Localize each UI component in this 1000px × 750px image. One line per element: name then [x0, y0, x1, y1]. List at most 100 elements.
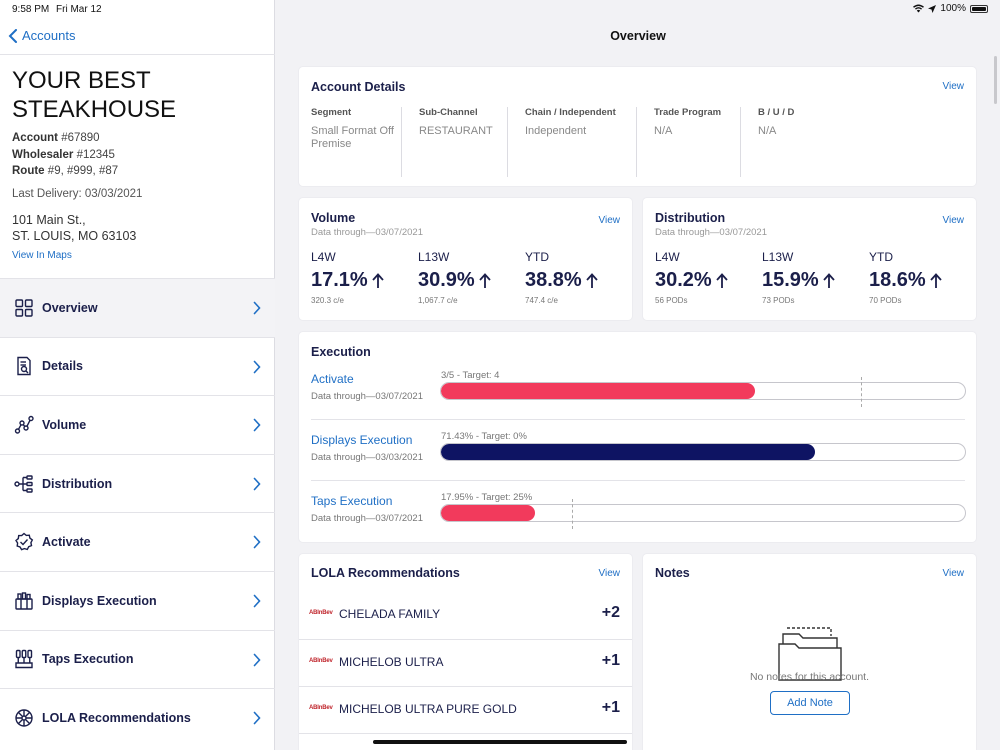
execution-sub: Data through—03/03/2021	[311, 452, 423, 463]
account-label: Account	[12, 132, 58, 144]
card-title: Distribution	[655, 211, 726, 225]
metric-sub: 747.4 c/e	[525, 296, 558, 305]
execution-row-activate: Activate Data through—03/07/2021 3/5 - T…	[311, 370, 966, 433]
sidebar-item-label: Taps Execution	[42, 652, 134, 667]
metric-value: 38.8%	[525, 269, 598, 292]
target-marker	[860, 377, 862, 407]
home-indicator[interactable]	[373, 740, 627, 744]
back-button[interactable]: Accounts	[8, 28, 75, 43]
hierarchy-icon	[14, 474, 34, 494]
sidebar-item-label: Distribution	[42, 476, 113, 491]
progress-track	[440, 443, 966, 461]
progress-fill	[441, 444, 816, 460]
metric-l4w: L4W 30.2% 56 PODs	[655, 250, 728, 305]
back-label: Accounts	[22, 28, 76, 43]
chevron-right-icon	[253, 418, 261, 432]
abinbev-logo: ABInBev	[309, 705, 333, 711]
sidebar-item-distribution[interactable]: Distribution	[0, 453, 275, 513]
chevron-right-icon	[253, 477, 261, 491]
field-value: N/A	[654, 125, 673, 137]
sidebar-item-lola-recommendations[interactable]: LOLA Recommendations	[0, 688, 275, 747]
metric-ytd: YTD 38.8% 747.4 c/e	[525, 250, 598, 305]
route-numbers: #9, #999, #87	[47, 165, 119, 177]
metric-value: 18.6%	[869, 269, 942, 292]
progress-fill	[441, 505, 536, 521]
sidebar-nav: Overview Details Volume Distribution	[0, 278, 275, 747]
account-number: #67890	[61, 132, 100, 144]
wholesaler-label: Wholesaler	[12, 148, 74, 161]
status-time: 9:58 PM	[12, 4, 50, 15]
abinbev-logo: ABInBev	[309, 610, 333, 616]
chevron-right-icon	[253, 653, 261, 666]
sidebar-item-label: LOLA Recommendations	[42, 710, 191, 725]
sidebar-item-volume[interactable]: Volume	[0, 395, 275, 454]
sidebar-item-label: Overview	[42, 300, 98, 315]
list-item[interactable]: ABInBev CHELADA FAMILY +2	[299, 592, 632, 639]
target-marker	[571, 499, 573, 529]
divider	[401, 107, 402, 177]
account-details-view-link[interactable]: View	[942, 81, 965, 92]
wholesaler-number: #12345	[76, 148, 115, 161]
execution-label[interactable]: Displays Execution	[311, 433, 413, 447]
lola-view-link[interactable]: View	[598, 568, 621, 579]
list-item[interactable]: ABInBev MICHELOB ULTRA +1	[299, 639, 632, 686]
card-title: Notes	[655, 566, 690, 580]
execution-sub: Data through—03/07/2021	[311, 513, 423, 524]
sidebar-item-activate[interactable]: Activate	[0, 512, 275, 571]
execution-target: 71.43% - Target: 0%	[441, 431, 527, 442]
field-label: Segment	[311, 107, 352, 118]
volume-view-link[interactable]: View	[598, 215, 621, 226]
product-name: CHELADA FAMILY	[339, 607, 441, 621]
notes-view-link[interactable]: View	[942, 568, 965, 579]
sidebar-item-taps-execution[interactable]: Taps Execution	[0, 629, 275, 689]
chevron-right-icon	[253, 536, 261, 549]
divider	[311, 419, 965, 420]
metric-value: 30.2%	[655, 269, 728, 292]
account-info: Account #67890 Wholesaler #12345 Route #…	[12, 130, 118, 180]
list-item[interactable]: ABInBev MICHELOB ULTRA PURE GOLD +1	[299, 686, 632, 733]
abinbev-logo: ABInBev	[309, 658, 333, 664]
metric-value-text: 30.2%	[655, 269, 712, 291]
recommendation-value: +1	[601, 652, 620, 669]
progress-fill	[441, 383, 756, 399]
field-value: Independent	[525, 125, 587, 137]
field-label: Trade Program	[654, 107, 722, 118]
execution-target: 17.95% - Target: 25%	[441, 492, 533, 503]
sidebar-item-label: Activate	[42, 535, 91, 550]
location-icon	[928, 4, 937, 13]
chevron-left-icon	[8, 28, 17, 43]
metric-l4w: L4W 17.1% 320.3 c/e	[311, 250, 384, 305]
volume-card: Volume View Data through—03/07/2021 L4W …	[299, 198, 632, 320]
line-graph-icon	[14, 415, 34, 435]
product-name: MICHELOB ULTRA PURE GOLD	[339, 702, 517, 716]
progress-track	[440, 504, 966, 522]
execution-sub: Data through—03/07/2021	[311, 391, 423, 402]
battery-icon	[970, 4, 988, 13]
address-line1: 101 Main St.,	[12, 213, 86, 227]
metric-value-text: 17.1%	[311, 269, 368, 291]
metric-value: 15.9%	[762, 269, 835, 292]
add-note-button[interactable]: Add Note	[770, 691, 850, 715]
arrow-up-icon	[586, 272, 598, 288]
data-through: Data through—03/07/2021	[311, 227, 423, 238]
status-right: 100%	[913, 3, 988, 14]
sidebar-item-displays-execution[interactable]: Displays Execution	[0, 570, 275, 630]
execution-label[interactable]: Taps Execution	[311, 494, 393, 508]
scrollbar[interactable]	[994, 56, 997, 104]
account-name: YOUR BEST STEAKHOUSE	[12, 67, 177, 123]
metric-value-text: 15.9%	[762, 269, 819, 291]
sidebar-item-overview[interactable]: Overview	[0, 278, 275, 337]
field-label: B / U / D	[758, 107, 795, 118]
execution-row-taps: Taps Execution Data through—03/07/2021 1…	[311, 492, 966, 555]
view-in-maps-link[interactable]: View In Maps	[12, 250, 72, 261]
chevron-right-icon	[253, 594, 261, 608]
sidebar-item-details[interactable]: Details	[0, 336, 275, 396]
execution-card: Execution Activate Data through—03/07/20…	[299, 332, 976, 542]
metric-label: L4W	[311, 250, 336, 264]
execution-label[interactable]: Activate	[311, 372, 354, 386]
distribution-view-link[interactable]: View	[942, 215, 965, 226]
grid-icon	[14, 298, 34, 318]
data-through: Data through—03/07/2021	[655, 227, 767, 238]
page-title: Overview	[610, 29, 666, 43]
status-date: Fri Mar 12	[56, 4, 102, 15]
